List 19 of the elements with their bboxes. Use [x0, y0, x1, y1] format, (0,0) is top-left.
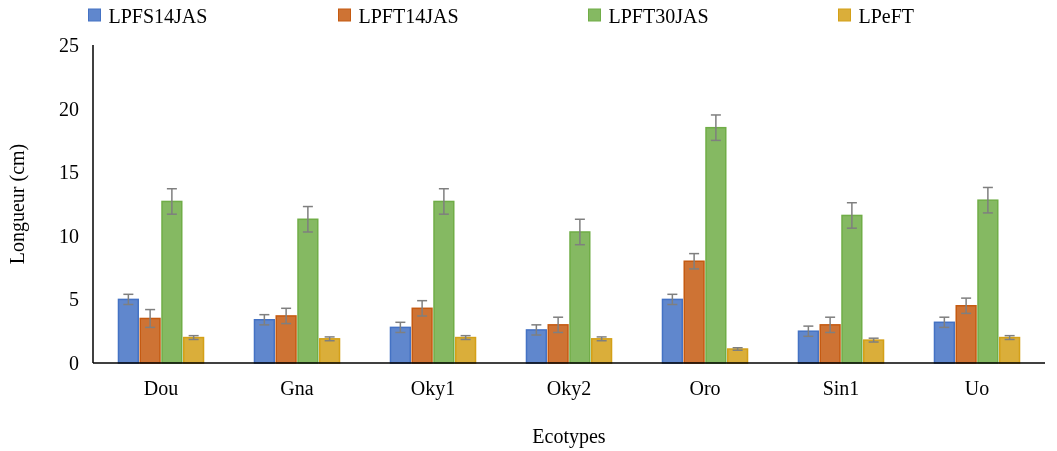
y-tick-label: 10: [59, 224, 79, 247]
x-tick-label: Dou: [143, 377, 179, 399]
x-tick-label: Sin1: [822, 377, 860, 399]
x-axis-title: Ecotypes: [532, 425, 606, 448]
x-tick-label: Gna: [280, 377, 314, 399]
y-tick-label: 20: [59, 97, 79, 120]
x-tick-label: Oky1: [410, 377, 456, 400]
y-tick-label: 15: [59, 161, 79, 184]
y-tick-label: 0: [69, 352, 79, 374]
y-axis-title: Longueur (cm): [6, 143, 29, 265]
y-tick-label: 5: [69, 288, 79, 311]
x-tick-label: Oky2: [546, 377, 592, 400]
y-tick-label: 25: [59, 34, 79, 56]
x-tick-label: Uo: [964, 377, 990, 399]
legend-label: LPFT30JAS: [608, 5, 709, 27]
legend-label: LPFT14JAS: [358, 5, 459, 27]
legend-label: LPFS14JAS: [108, 5, 208, 27]
x-tick-label: Oro: [689, 377, 721, 399]
legend-label: LPeFT: [858, 5, 915, 27]
